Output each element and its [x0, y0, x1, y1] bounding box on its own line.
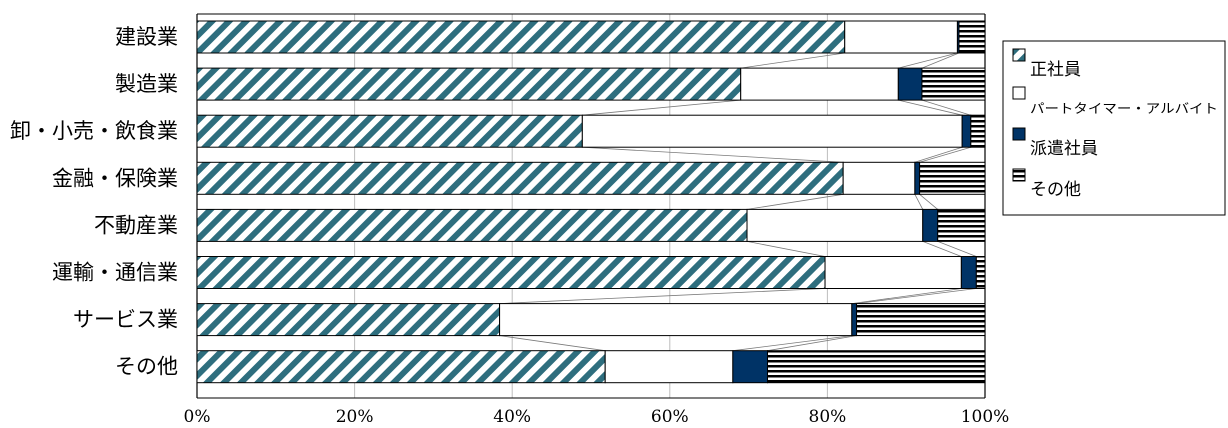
bar-segment-1	[740, 67, 899, 101]
legend-label: 派遣社員	[1030, 139, 1098, 159]
bar-segment-0	[196, 208, 748, 242]
connector-line	[746, 193, 844, 210]
bars	[196, 20, 986, 384]
connector-line	[856, 288, 977, 304]
bar-segment-0	[196, 20, 846, 54]
category-label: 金融・保険業	[52, 166, 178, 190]
bar-segment-0	[196, 114, 583, 148]
x-tick-label: 20%	[336, 407, 374, 427]
connector-line	[582, 99, 741, 116]
legend-label: 正社員	[1030, 60, 1081, 80]
bar-segment-1	[581, 114, 963, 148]
bar-segment-1	[746, 208, 924, 242]
connector-line	[898, 52, 958, 69]
bar-segment-1	[842, 161, 916, 195]
x-tick-label: 0%	[184, 407, 211, 427]
bar-segment-2	[851, 303, 858, 337]
connector-line	[851, 288, 962, 304]
bar-segment-1	[844, 20, 958, 54]
category-label: 運輸・通信業	[52, 261, 178, 285]
legend-box	[1002, 40, 1226, 216]
bar-segment-3	[970, 114, 986, 148]
bar-segment-3	[958, 20, 986, 54]
legend-swatch	[1012, 86, 1026, 100]
connector-line	[914, 146, 963, 163]
connector-line	[922, 241, 962, 257]
category-label: 建設業	[115, 25, 178, 49]
x-tick-labels: 0% 20% 40% 60% 80% 100%	[184, 407, 1010, 427]
connector-line	[919, 146, 971, 163]
bar-segment-2	[960, 256, 977, 289]
connector-line	[898, 99, 963, 116]
bar-segment-2	[914, 161, 921, 195]
bar-segment-1	[604, 350, 734, 384]
bar-segment-2	[961, 114, 972, 148]
connector-line	[919, 193, 938, 210]
connector-line	[499, 288, 826, 304]
bar-segment-3	[767, 350, 986, 384]
legend-label: パートタイマー・アルバイト	[1030, 102, 1218, 117]
x-tick-label: 60%	[651, 407, 689, 427]
bar-segment-2	[897, 67, 923, 101]
category-label: 製造業	[115, 72, 178, 96]
category-label: 卸・小売・飲食業	[10, 119, 178, 143]
bar-segment-3	[975, 256, 986, 289]
bar-segment-1	[824, 256, 962, 289]
connector-line	[582, 146, 844, 163]
bar-segment-0	[196, 350, 606, 384]
connector-line	[914, 194, 924, 210]
legend-swatch	[1012, 168, 1026, 182]
connector-line	[746, 241, 826, 257]
series-connector-lines	[499, 52, 977, 352]
legend-label: その他	[1030, 180, 1081, 200]
bar-segment-3	[921, 67, 986, 101]
x-tick-label: 40%	[493, 407, 531, 427]
connector-line	[732, 335, 852, 352]
bar-segment-2	[732, 350, 769, 384]
category-label: その他	[115, 355, 178, 379]
bar-segment-0	[196, 303, 501, 337]
bar-segment-0	[196, 256, 826, 289]
connector-line	[740, 52, 845, 69]
category-label: 不動産業	[94, 213, 178, 237]
bar-segment-3	[937, 208, 986, 242]
bar-segment-2	[922, 208, 939, 242]
connector-line	[499, 335, 606, 352]
bar-segment-3	[919, 161, 986, 195]
x-tick-label: 80%	[809, 407, 847, 427]
bar-segment-1	[499, 303, 853, 337]
legend-swatch	[1012, 127, 1026, 141]
bar-segment-0	[196, 161, 844, 195]
connector-line	[921, 99, 971, 116]
connector-line	[767, 335, 857, 352]
x-tick-label: 100%	[961, 407, 1010, 427]
legend-swatch	[1012, 48, 1026, 62]
category-label: サービス業	[73, 308, 178, 332]
bar-segment-3	[856, 303, 986, 337]
connector-line	[921, 52, 960, 69]
bar-segment-0	[196, 67, 742, 101]
connector-line	[937, 241, 977, 257]
